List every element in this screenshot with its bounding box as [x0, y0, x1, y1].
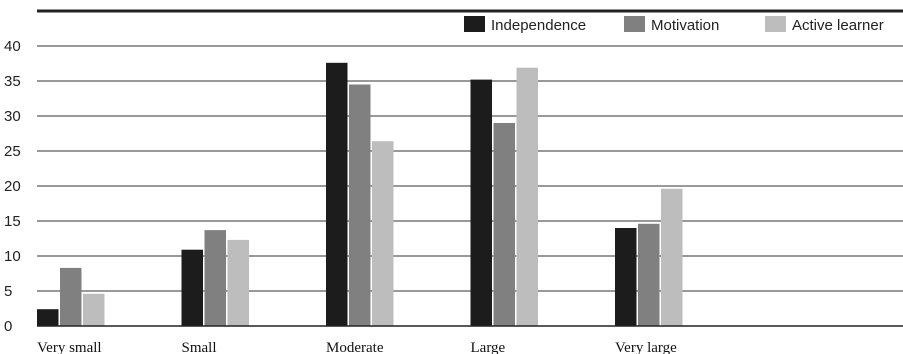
bar-independence-very-large — [615, 228, 637, 326]
y-tick-label: 5 — [4, 283, 12, 300]
bar-independence-large — [470, 79, 492, 326]
bar-motivation-very-large — [638, 223, 660, 326]
bar-independence-moderate — [326, 62, 348, 327]
legend-swatch-active-learner — [765, 16, 786, 32]
bar-motivation-large — [493, 123, 515, 326]
x-tick-label: Small — [182, 340, 217, 354]
y-tick-label: 0 — [4, 318, 12, 335]
bar-independence-very-small — [37, 309, 59, 326]
gridlines — [37, 45, 903, 292]
bar-motivation-moderate — [349, 84, 371, 326]
legend-label: Motivation — [651, 17, 719, 34]
y-tick-label: 40 — [4, 38, 21, 55]
y-axis-ticks: 0 5 10 15 20 25 30 35 40 — [4, 38, 21, 335]
legend-label: Active learner — [792, 17, 884, 34]
x-tick-label: Large — [471, 340, 506, 354]
bar-active-learner-small — [227, 239, 249, 326]
y-tick-label: 15 — [4, 213, 21, 230]
bar-motivation-small — [204, 230, 226, 326]
legend-swatch-motivation — [624, 16, 645, 32]
x-tick-label: Very small — [37, 340, 102, 354]
x-tick-label: Moderate — [326, 340, 384, 354]
legend: Independence Motivation Active learner — [464, 16, 884, 34]
y-tick-label: 20 — [4, 178, 21, 195]
y-tick-label: 25 — [4, 143, 21, 160]
bar-active-learner-very-large — [661, 188, 683, 326]
x-tick-label: Very large — [615, 340, 677, 354]
bar-motivation-very-small — [60, 267, 82, 326]
bar-independence-small — [181, 249, 203, 326]
y-tick-label: 30 — [4, 108, 21, 125]
bars — [37, 62, 683, 327]
bar-active-learner-large — [516, 67, 538, 326]
y-tick-label: 35 — [4, 73, 21, 90]
bar-active-learner-very-small — [83, 293, 105, 326]
legend-swatch-independence — [464, 16, 485, 32]
bar-active-learner-moderate — [372, 141, 394, 326]
x-axis-ticks: Very small Small Moderate Large Very large — [37, 340, 677, 354]
legend-label: Independence — [491, 17, 586, 34]
y-tick-label: 10 — [4, 248, 21, 265]
